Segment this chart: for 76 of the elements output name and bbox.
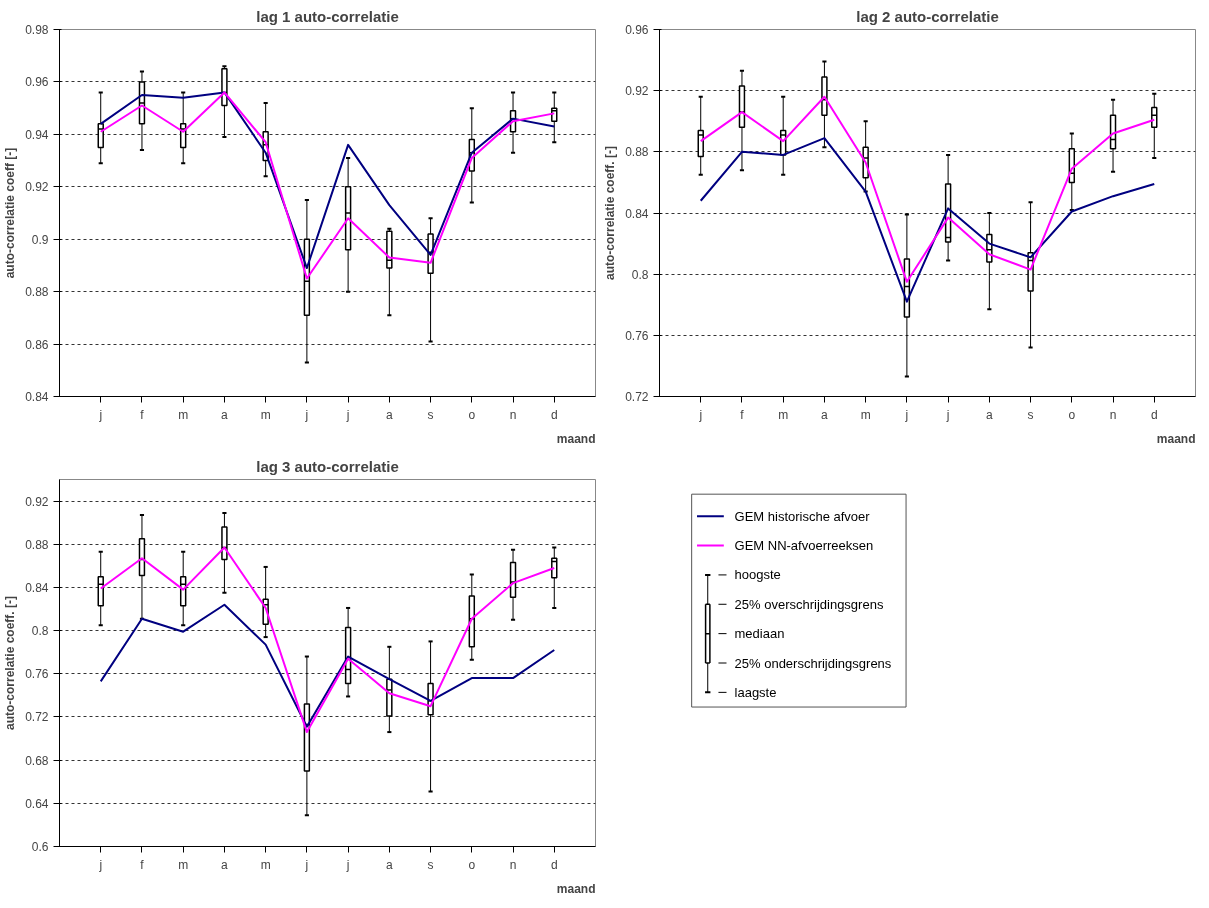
x-tick-label: m — [778, 407, 789, 422]
y-tick-label: 0.96 — [25, 75, 49, 90]
x-tick-label: o — [1068, 407, 1076, 422]
y-tick-label: 0.9 — [31, 232, 49, 247]
x-tick-label: a — [821, 407, 829, 422]
legend-label: GEM NN-afvoerreeksen — [734, 538, 874, 554]
y-tick-label: 0.6 — [31, 840, 49, 854]
y-tick-label: 0.84 — [25, 390, 49, 404]
chart-title: lag 3 auto-correlatie — [256, 457, 399, 475]
x-tick-label: o — [468, 857, 476, 872]
legend-label: GEM historische afvoer — [734, 508, 871, 524]
x-tick-label: n — [509, 857, 517, 872]
x-tick-label: f — [140, 857, 145, 872]
y-tick-label: 0.96 — [625, 23, 649, 37]
x-tick-label: o — [468, 407, 476, 422]
x-tick-label: m — [260, 857, 271, 872]
y-tick-label: 0.92 — [25, 494, 49, 509]
x-tick-label: j — [345, 407, 350, 422]
x-tick-label: j — [304, 857, 309, 872]
x-axis-title: maand — [1156, 431, 1196, 446]
x-tick-label: s — [427, 857, 434, 872]
x-tick-label: m — [860, 407, 871, 422]
text: 25% onderschrijdingsgrens — [734, 655, 892, 671]
x-tick-label: f — [140, 407, 145, 422]
x-tick-label: a — [386, 857, 394, 872]
x-tick-label: j — [98, 407, 103, 422]
x-tick-label: d — [550, 407, 558, 422]
x-tick-label: j — [698, 407, 703, 422]
y-tick-label: 0.88 — [625, 145, 649, 160]
x-tick-label: j — [904, 407, 909, 422]
y-tick-label: 0.92 — [25, 180, 49, 195]
text: mediaan — [734, 626, 785, 642]
y-tick-label: 0.98 — [25, 23, 49, 37]
y-axis-title: auto-correlatie coeff. [-] — [603, 145, 618, 281]
y-tick-label: 0.72 — [625, 390, 649, 404]
y-tick-label: 0.84 — [625, 206, 649, 221]
y-tick-label: 0.84 — [25, 580, 49, 595]
x-tick-label: j — [98, 857, 103, 872]
x-axis-title: maand — [556, 881, 596, 896]
y-tick-label: 0.64 — [25, 796, 49, 811]
x-tick-label: a — [221, 407, 229, 422]
y-tick-label: 0.72 — [25, 710, 49, 725]
x-tick-label: n — [1109, 407, 1117, 422]
y-tick-label: 0.92 — [625, 84, 649, 99]
y-tick-label: 0.8 — [31, 624, 49, 639]
x-tick-label: j — [304, 407, 309, 422]
x-tick-label: a — [386, 407, 394, 422]
y-tick-label: 0.76 — [625, 328, 649, 343]
y-tick-label: 0.68 — [25, 753, 49, 768]
chart-title: lag 2 auto-correlatie — [856, 7, 999, 25]
y-tick-label: 0.88 — [25, 537, 49, 552]
x-tick-label: j — [945, 407, 950, 422]
text: 25% overschrijdingsgrens — [734, 596, 884, 612]
x-tick-label: s — [1027, 407, 1034, 422]
x-tick-label: s — [427, 407, 434, 422]
text: hoogste — [734, 567, 781, 583]
chart-title: lag 1 auto-correlatie — [256, 7, 399, 25]
x-tick-label: f — [740, 407, 745, 422]
y-tick-label: 0.76 — [25, 667, 49, 682]
x-tick-label: j — [345, 857, 350, 872]
y-axis-title: auto-correlatie coeff. [-] — [3, 595, 18, 731]
text: laagste — [734, 684, 777, 700]
x-tick-label: d — [550, 857, 558, 872]
y-axis-title: auto-correlatie coeff [-] — [3, 147, 18, 279]
y-tick-label: 0.88 — [25, 285, 49, 300]
x-tick-label: m — [178, 857, 189, 872]
x-tick-label: d — [1150, 407, 1158, 422]
x-tick-label: m — [260, 407, 271, 422]
x-axis-title: maand — [556, 431, 596, 446]
x-tick-label: a — [221, 857, 229, 872]
y-tick-label: 0.8 — [631, 267, 649, 282]
x-tick-label: n — [509, 407, 517, 422]
y-tick-label: 0.94 — [25, 127, 49, 142]
y-tick-label: 0.86 — [25, 337, 49, 352]
x-tick-label: a — [986, 407, 994, 422]
x-tick-label: m — [178, 407, 189, 422]
